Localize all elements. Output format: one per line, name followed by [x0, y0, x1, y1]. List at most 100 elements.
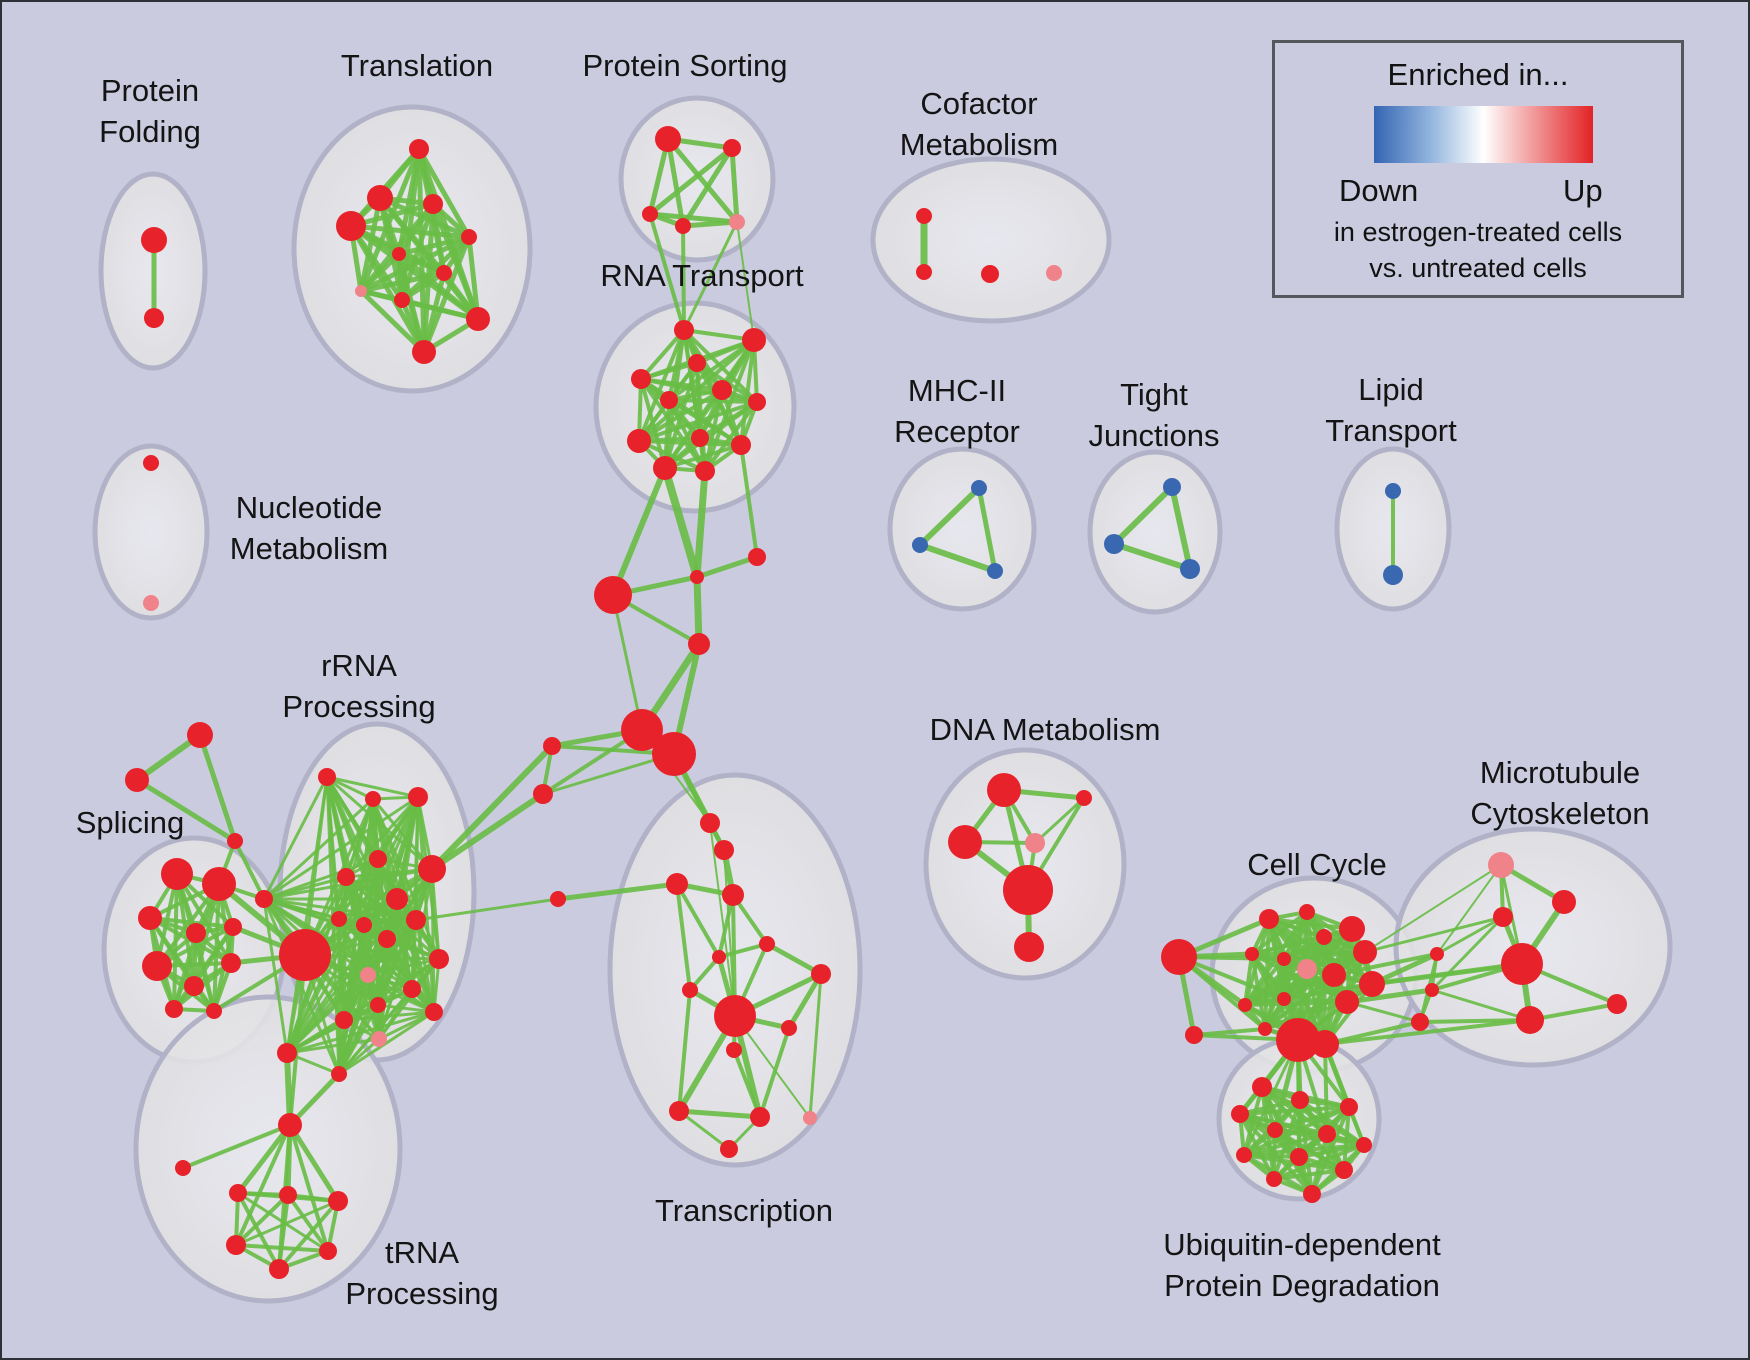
- node-cf[interactable]: [1046, 265, 1062, 281]
- node-tr[interactable]: [436, 265, 452, 281]
- node-mh[interactable]: [912, 537, 928, 553]
- node-hub[interactable]: [550, 891, 566, 907]
- node-tr[interactable]: [394, 292, 410, 308]
- node-rr[interactable]: [418, 855, 446, 883]
- node-nm[interactable]: [143, 455, 159, 471]
- node-tg[interactable]: [125, 768, 149, 792]
- node-tx[interactable]: [666, 873, 688, 895]
- node-ub[interactable]: [1318, 1125, 1336, 1143]
- node-sp[interactable]: [184, 976, 204, 996]
- node-rt[interactable]: [653, 456, 677, 480]
- node-sp[interactable]: [142, 951, 172, 981]
- node-nm[interactable]: [143, 595, 159, 611]
- node-tn[interactable]: [279, 1186, 297, 1204]
- node-hub[interactable]: [621, 709, 663, 751]
- node-ps[interactable]: [655, 126, 681, 152]
- node-sp[interactable]: [186, 923, 206, 943]
- node-tx[interactable]: [714, 840, 734, 860]
- node-sp[interactable]: [202, 867, 236, 901]
- node-rr[interactable]: [337, 868, 355, 886]
- node-tr[interactable]: [367, 185, 393, 211]
- node-tx[interactable]: [726, 1042, 742, 1058]
- node-mc[interactable]: [1501, 943, 1543, 985]
- node-cc[interactable]: [1276, 1018, 1320, 1062]
- node-rr[interactable]: [318, 768, 336, 786]
- node-tj[interactable]: [1180, 559, 1200, 579]
- node-rt[interactable]: [688, 354, 706, 372]
- node-rt[interactable]: [731, 435, 751, 455]
- node-dm[interactable]: [1025, 833, 1045, 853]
- node-tn[interactable]: [175, 1160, 191, 1176]
- node-cc[interactable]: [1353, 940, 1377, 964]
- node-mc[interactable]: [1516, 1006, 1544, 1034]
- node-tr[interactable]: [409, 139, 429, 159]
- node-rr[interactable]: [277, 1043, 297, 1063]
- node-tn[interactable]: [269, 1259, 289, 1279]
- node-rt[interactable]: [674, 320, 694, 340]
- node-mc[interactable]: [1552, 890, 1576, 914]
- node-rr[interactable]: [425, 1003, 443, 1021]
- node-tx[interactable]: [700, 813, 720, 833]
- node-tx[interactable]: [714, 995, 756, 1037]
- node-rt[interactable]: [691, 429, 709, 447]
- node-lt[interactable]: [1383, 565, 1403, 585]
- node-tx[interactable]: [669, 1101, 689, 1121]
- node-rt[interactable]: [695, 461, 715, 481]
- node-ub[interactable]: [1291, 1091, 1309, 1109]
- node-pf[interactable]: [141, 227, 167, 253]
- node-cc[interactable]: [1359, 971, 1385, 997]
- node-rr[interactable]: [370, 997, 386, 1013]
- node-tx[interactable]: [811, 964, 831, 984]
- node-cc[interactable]: [1277, 992, 1291, 1006]
- node-rr[interactable]: [406, 910, 426, 930]
- node-rr[interactable]: [408, 787, 428, 807]
- node-sp[interactable]: [224, 918, 242, 936]
- node-cc[interactable]: [1238, 998, 1252, 1012]
- node-mc[interactable]: [1430, 947, 1444, 961]
- node-sp[interactable]: [161, 858, 193, 890]
- node-tx[interactable]: [682, 982, 698, 998]
- node-tx[interactable]: [781, 1020, 797, 1036]
- node-rr[interactable]: [255, 890, 273, 908]
- node-tx[interactable]: [803, 1111, 817, 1125]
- node-ub[interactable]: [1335, 1161, 1353, 1179]
- node-tg[interactable]: [187, 722, 213, 748]
- node-ub[interactable]: [1266, 1171, 1282, 1187]
- node-ps[interactable]: [675, 218, 691, 234]
- node-mc[interactable]: [1425, 983, 1439, 997]
- node-ps[interactable]: [642, 206, 658, 222]
- node-hub[interactable]: [690, 570, 704, 584]
- node-ps[interactable]: [729, 214, 745, 230]
- node-dm[interactable]: [1014, 932, 1044, 962]
- node-sp[interactable]: [221, 953, 241, 973]
- node-mc[interactable]: [1488, 852, 1514, 878]
- node-rr[interactable]: [429, 949, 449, 969]
- node-rt[interactable]: [627, 429, 651, 453]
- node-tx[interactable]: [750, 1107, 770, 1127]
- node-sp[interactable]: [165, 1000, 183, 1018]
- node-rr[interactable]: [331, 1066, 347, 1082]
- node-tr[interactable]: [355, 285, 367, 297]
- node-ub[interactable]: [1290, 1148, 1308, 1166]
- node-rr[interactable]: [360, 967, 376, 983]
- node-cc[interactable]: [1316, 929, 1332, 945]
- node-dm[interactable]: [1076, 790, 1092, 806]
- node-rr[interactable]: [403, 980, 421, 998]
- node-cc[interactable]: [1311, 1030, 1339, 1058]
- node-cc[interactable]: [1245, 947, 1259, 961]
- node-rt[interactable]: [742, 328, 766, 352]
- node-ps[interactable]: [723, 139, 741, 157]
- node-tr[interactable]: [466, 307, 490, 331]
- node-rr[interactable]: [335, 1011, 353, 1029]
- node-cc[interactable]: [1335, 990, 1359, 1014]
- node-ub[interactable]: [1252, 1077, 1272, 1097]
- node-dm[interactable]: [1003, 865, 1053, 915]
- node-tx[interactable]: [712, 950, 726, 964]
- node-tn[interactable]: [226, 1235, 246, 1255]
- node-cf[interactable]: [981, 265, 999, 283]
- node-hub[interactable]: [748, 548, 766, 566]
- node-tx[interactable]: [722, 884, 744, 906]
- node-dm[interactable]: [987, 773, 1021, 807]
- node-tj[interactable]: [1104, 534, 1124, 554]
- node-tr[interactable]: [392, 247, 406, 261]
